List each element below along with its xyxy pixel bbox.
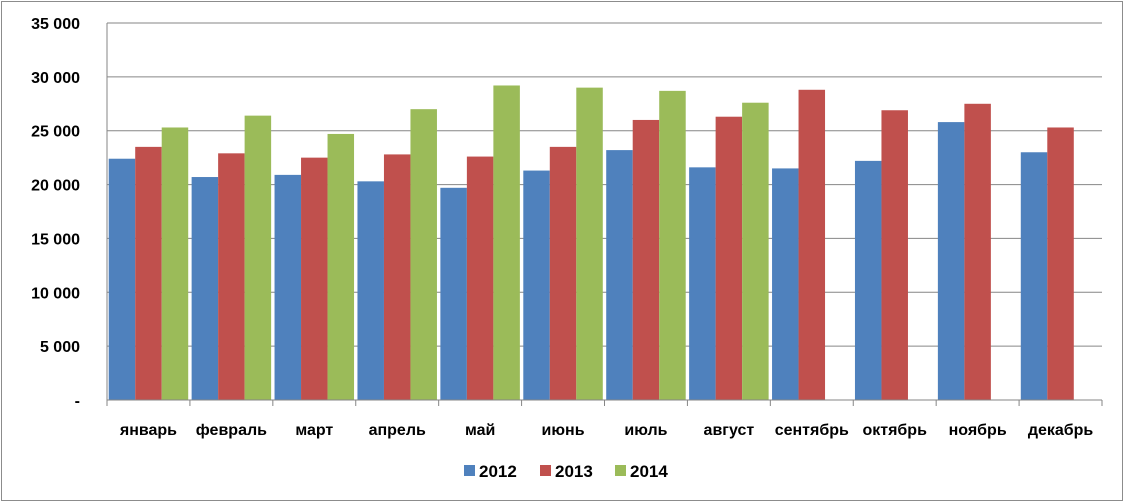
bar-2014-январь xyxy=(161,127,189,401)
x-tick-label: сентябрь xyxy=(775,422,849,439)
bar-2013-декабрь xyxy=(1047,127,1074,401)
x-tick-label: июнь xyxy=(542,422,585,439)
bars xyxy=(108,85,1074,401)
bar-2012-июль xyxy=(606,150,633,400)
x-tick-label: февраль xyxy=(196,422,267,439)
x-tick-label: январь xyxy=(119,422,177,439)
x-tick-label: апрель xyxy=(369,422,426,439)
legend-swatch-2014 xyxy=(615,465,626,476)
bar-2013-май xyxy=(466,156,494,400)
bar-2013-июль xyxy=(632,119,660,400)
bar-2013-август xyxy=(715,116,743,400)
y-tick-label: 5 000 xyxy=(40,339,80,356)
y-tick-label: 30 000 xyxy=(31,70,80,87)
bar-2013-март xyxy=(301,157,328,400)
legend-label-2013: 2013 xyxy=(555,462,593,481)
legend-swatch-2013 xyxy=(540,465,551,476)
bar-2012-июнь xyxy=(523,170,550,400)
bar-2013-февраль xyxy=(218,153,245,400)
legend-label-2014: 2014 xyxy=(630,462,668,481)
bar-2013-июнь xyxy=(549,146,577,400)
y-tick-label: 35 000 xyxy=(31,16,80,33)
y-tick-label: 10 000 xyxy=(31,285,80,302)
bar-2014-май xyxy=(493,85,520,400)
bar-2013-сентябрь xyxy=(798,89,826,400)
x-tick-label: июль xyxy=(624,422,667,439)
bar-2012-май xyxy=(440,187,467,400)
x-tick-label: август xyxy=(704,422,755,439)
bar-2012-январь xyxy=(108,158,136,400)
bar-2013-октябрь xyxy=(881,110,908,401)
legend-swatch-2012 xyxy=(464,465,475,476)
y-tick-label: 25 000 xyxy=(31,124,80,141)
bar-2012-декабрь xyxy=(1020,152,1048,400)
x-tick-label: октябрь xyxy=(862,422,927,439)
x-tick-label: ноябрь xyxy=(949,422,1007,439)
legend-label-2012: 2012 xyxy=(479,462,517,481)
bar-2012-август xyxy=(689,167,716,400)
gridlines xyxy=(107,22,1102,347)
x-tick-label: май xyxy=(465,422,495,439)
x-tick-label: март xyxy=(295,422,333,439)
bar-2014-июнь xyxy=(576,87,603,400)
y-axis-ticks: - 5 000 10 000 15 000 20 000 25 000 30 000 35 0… xyxy=(31,16,80,410)
bar-2014-июль xyxy=(659,90,686,401)
bar-2013-ноябрь xyxy=(964,103,991,401)
y-tick-label: - xyxy=(75,393,80,410)
bar-2012-октябрь xyxy=(854,160,882,400)
bar-2014-март xyxy=(327,133,355,400)
legend: 2012 2013 2014 xyxy=(464,462,668,481)
bar-2012-февраль xyxy=(191,177,219,400)
y-tick-label: 20 000 xyxy=(31,178,80,195)
x-tick-label: декабрь xyxy=(1028,422,1094,439)
y-tick-label: 15 000 xyxy=(31,231,80,248)
bar-2014-август xyxy=(742,102,769,401)
bar-2014-апрель xyxy=(410,109,437,401)
bar-2014-февраль xyxy=(244,115,272,401)
bar-2012-март xyxy=(274,174,302,400)
bar-2012-апрель xyxy=(357,181,384,400)
bar-2012-сентябрь xyxy=(772,168,799,400)
axes xyxy=(106,23,1103,406)
bar-2013-апрель xyxy=(383,154,411,400)
bar-2012-ноябрь xyxy=(937,122,965,401)
bar-2013-январь xyxy=(135,146,162,400)
x-axis-ticks: январь февраль март апрель май июнь июль август… xyxy=(119,422,1094,439)
